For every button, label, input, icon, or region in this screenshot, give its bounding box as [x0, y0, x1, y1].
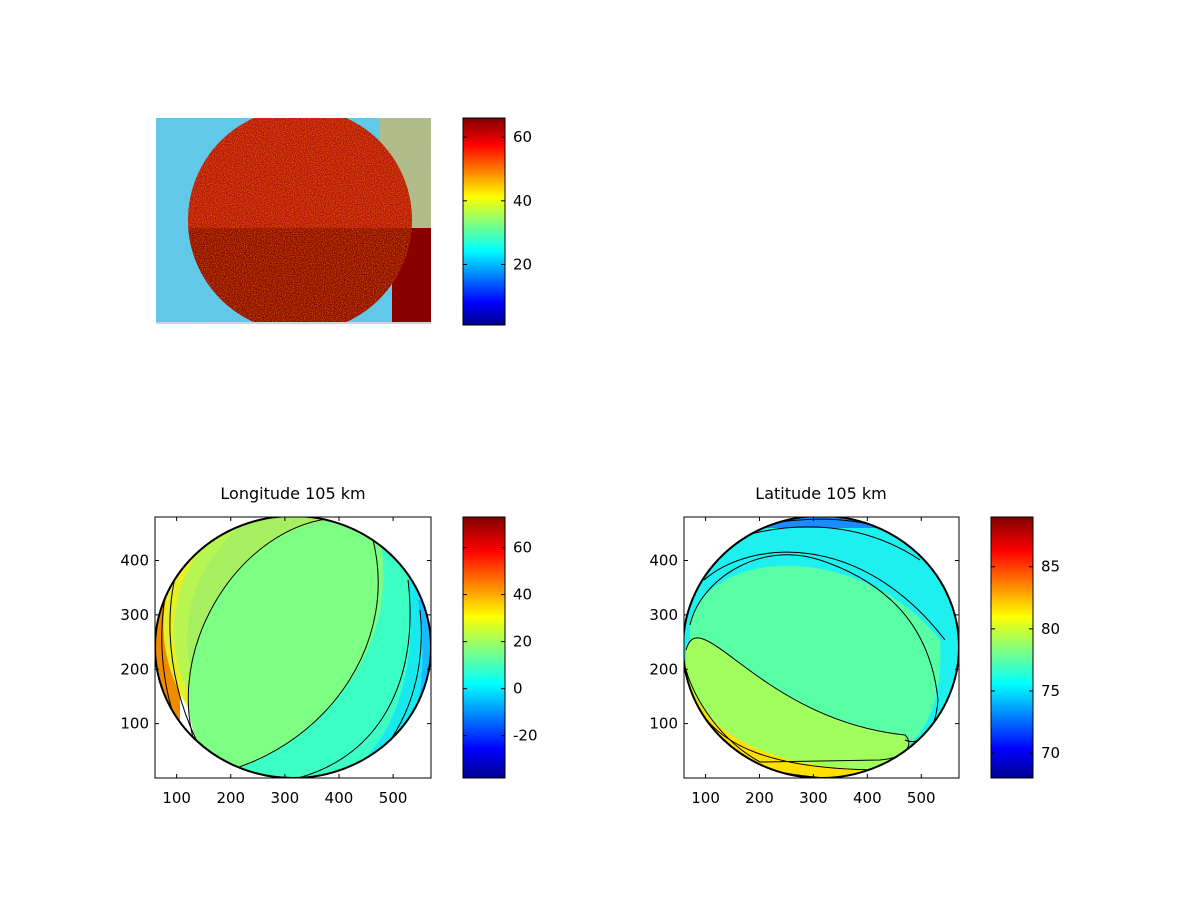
lon-contour-1 — [187, 517, 341, 771]
colorbar-tick-label: 40 — [513, 586, 532, 604]
latitude-axis-ticks: 100 200 300 400 500 100 200 300 400 — [649, 517, 959, 807]
y-tick-label: 400 — [649, 552, 678, 570]
colorbar-raw — [462, 117, 506, 326]
colorbar-tick-label: 20 — [513, 633, 532, 651]
raw-image-heatmap — [156, 118, 431, 324]
y-tick-label: 100 — [120, 715, 149, 733]
y-tick-label: 100 — [649, 715, 678, 733]
x-tick-label: 300 — [271, 789, 300, 807]
colorbar-raw-ticks: 20 40 60 — [463, 128, 532, 273]
lat-contour-1 — [703, 551, 946, 641]
x-tick-label: 400 — [853, 789, 882, 807]
x-tick-label: 400 — [325, 789, 354, 807]
colorbar-tick-label: 40 — [513, 192, 532, 210]
colorbar-longitude — [462, 516, 506, 779]
x-tick-label: 500 — [379, 789, 408, 807]
y-tick-label: 300 — [649, 606, 678, 624]
lat-contour-3 — [685, 637, 910, 763]
x-tick-label: 300 — [799, 789, 828, 807]
longitude-axis-ticks: 100 200 300 400 500 100 200 300 400 — [120, 517, 431, 807]
y-tick-label: 400 — [120, 552, 149, 570]
colorbar-tick-label: 0 — [513, 680, 523, 698]
lon-band-main — [188, 520, 384, 770]
x-tick-label: 200 — [216, 789, 245, 807]
panel-raw-image: 20 40 60 — [156, 117, 532, 326]
x-tick-label: 100 — [162, 789, 191, 807]
colorbar-tick-label: 85 — [1041, 558, 1060, 576]
x-tick-label: 500 — [907, 789, 936, 807]
longitude-axes-frame — [154, 516, 432, 779]
x-tick-label: 200 — [745, 789, 774, 807]
latitude-axes-frame — [683, 516, 960, 779]
y-tick-label: 300 — [120, 606, 149, 624]
panel-latitude: Latitude 105 km 100 200 300 400 500 100 200 300… — [649, 484, 1060, 807]
image-disk-noise — [188, 118, 412, 324]
latitude-title: Latitude 105 km — [755, 484, 886, 503]
latitude-map — [684, 517, 959, 778]
lon-contour-2 — [229, 535, 379, 771]
longitude-title: Longitude 105 km — [220, 484, 365, 503]
colorbar-tick-label: -20 — [513, 727, 538, 745]
colorbar-tick-label: 20 — [513, 255, 532, 273]
lon-contour-3 — [289, 579, 411, 778]
colorbar-latitude-ticks: 70 75 80 85 — [991, 558, 1060, 762]
y-tick-label: 200 — [120, 660, 149, 678]
colorbar-tick-label: 75 — [1041, 682, 1060, 700]
colorbar-tick-label: 60 — [513, 128, 532, 146]
colorbar-longitude-ticks: -20 0 20 40 60 — [463, 539, 538, 745]
colorbar-tick-label: 80 — [1041, 620, 1060, 638]
lon-band-cyan — [230, 520, 431, 778]
image-bottom-line — [156, 322, 431, 324]
colorbar-tick-label: 60 — [513, 539, 532, 557]
colorbar-tick-label: 70 — [1041, 744, 1060, 762]
x-tick-label: 100 — [691, 789, 720, 807]
colorbar-latitude — [990, 516, 1034, 779]
y-tick-label: 200 — [649, 660, 678, 678]
